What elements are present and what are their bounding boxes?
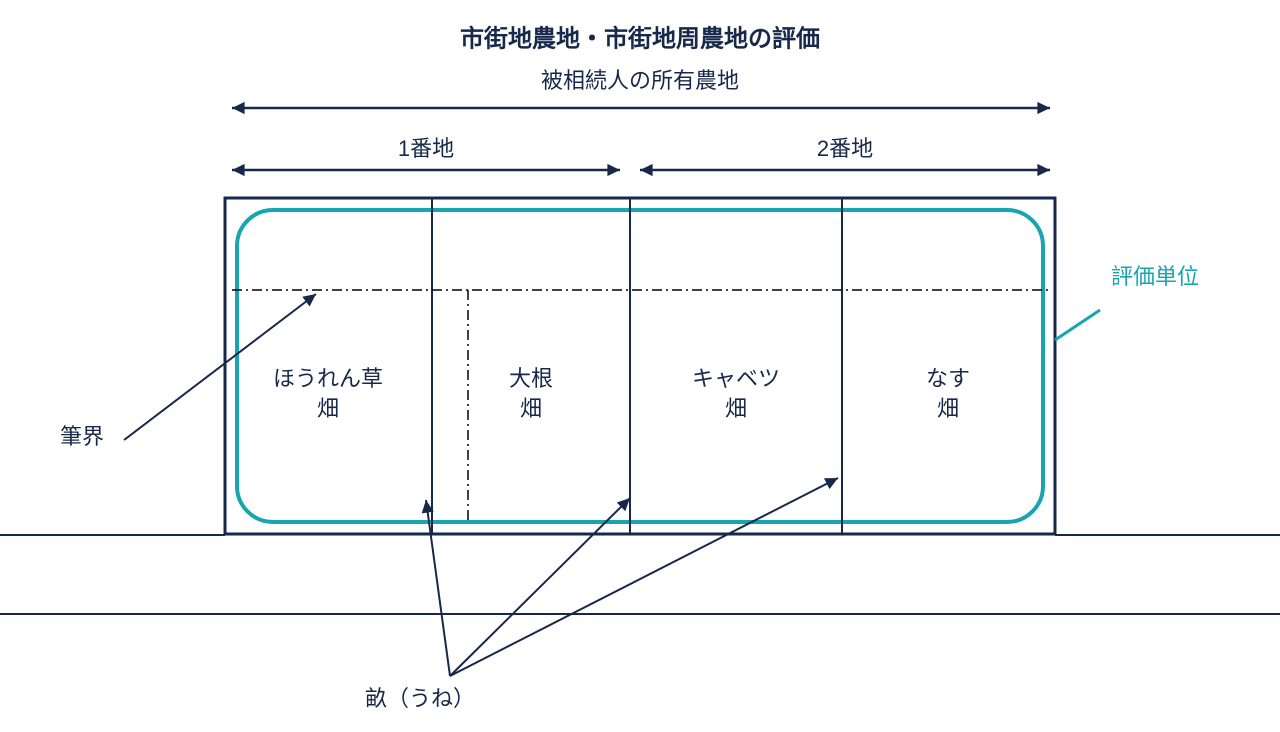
- main-title: 市街地農地・市街地周農地の評価: [460, 24, 820, 52]
- arrowhead: [607, 164, 620, 176]
- plot-sub-1: 畑: [520, 396, 542, 421]
- arrowhead: [302, 294, 316, 306]
- une-arrow-0: [426, 500, 450, 676]
- subtitle: 被相続人の所有農地: [541, 68, 739, 93]
- une-label: 畝（うね）: [365, 686, 475, 711]
- diagram-root: 市街地農地・市街地周農地の評価被相続人の所有農地1番地2番地ほうれん草畑大根畑キ…: [0, 0, 1280, 732]
- plot-sub-0: 畑: [317, 396, 339, 421]
- plot-sub-3: 畑: [937, 396, 959, 421]
- plot-name-2: キャベツ: [692, 366, 780, 391]
- diagram-svg: 市街地農地・市街地周農地の評価被相続人の所有農地1番地2番地ほうれん草畑大根畑キ…: [0, 0, 1280, 732]
- une-arrow-2: [450, 478, 838, 676]
- eval-unit-label: 評価単位: [1111, 264, 1199, 289]
- arrowhead: [640, 164, 653, 176]
- arrowhead: [1037, 164, 1050, 176]
- lot-label-1: 1番地: [398, 136, 454, 161]
- une-arrow-1: [450, 498, 630, 676]
- plot-name-0: ほうれん草: [273, 366, 383, 391]
- eval-unit-callout: [1055, 310, 1100, 340]
- arrowhead: [232, 102, 245, 114]
- arrowhead: [1037, 102, 1050, 114]
- plot-name-3: なす: [926, 366, 970, 391]
- plot-name-1: 大根: [509, 366, 553, 391]
- lot-label-2: 2番地: [817, 136, 873, 161]
- plot-sub-2: 畑: [725, 396, 747, 421]
- arrowhead: [232, 164, 245, 176]
- hikkai-label: 筆界: [60, 424, 104, 449]
